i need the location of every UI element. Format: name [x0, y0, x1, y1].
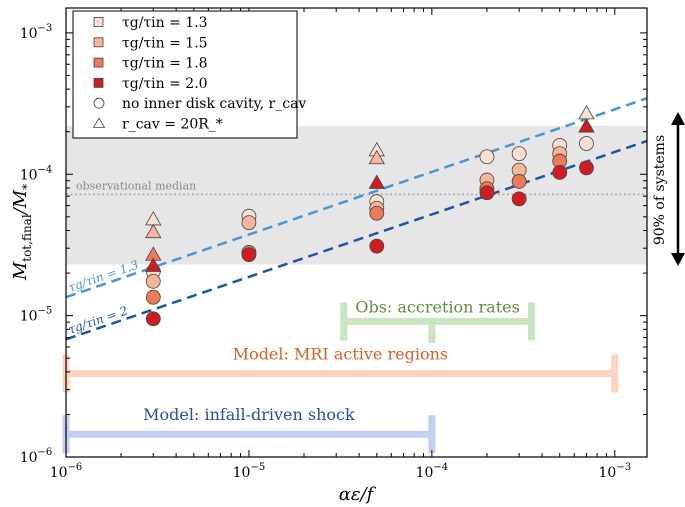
- x-axis-label: αε/f: [339, 484, 377, 505]
- legend-label: no inner disk cavity, r_cav: [122, 96, 306, 112]
- series-1-point-4: [479, 149, 495, 165]
- range-label: Model: infall-driven shock: [143, 405, 355, 424]
- percentile-label: 90% of systems: [652, 135, 668, 245]
- range-2: Model: MRI active regions: [62, 344, 619, 393]
- legend-entry-4: τg/τin = 2.0: [93, 76, 208, 92]
- svg-text:Mtot,final/M*: Mtot,final/M*: [10, 184, 34, 281]
- legend-label: τg/τin = 1.5: [122, 35, 208, 51]
- series-2-point-1: [145, 273, 161, 289]
- series-4-point-3: [369, 238, 385, 254]
- range-1: Obs: accretion rates: [340, 297, 535, 344]
- series-3-point-3: [369, 205, 385, 221]
- y-tick-label-3: 10−4: [20, 164, 53, 183]
- legend-label: τg/τin = 1.8: [122, 56, 208, 72]
- series-4-point-7: [579, 160, 594, 176]
- y-axis-label: Mtot,final/M*: [10, 184, 34, 281]
- legend-entry-6: r_cav = 20R_*: [92, 117, 223, 133]
- series-4-point-5: [511, 191, 527, 207]
- legend-entry-3: τg/τin = 1.8: [93, 56, 208, 72]
- trend-line-2: [66, 139, 647, 341]
- series-4-point-6: [552, 165, 568, 180]
- triangle-point-2: [145, 223, 162, 239]
- x-tick-label-1: 10−6: [50, 462, 83, 481]
- series-3-point-1: [145, 289, 161, 305]
- legend-square-marker: [93, 37, 104, 48]
- legend-entry-5: no inner disk cavity, r_cav: [93, 96, 306, 112]
- trend-lines: [66, 97, 647, 341]
- series-1-point-5: [511, 146, 527, 162]
- series-4-point-1: [145, 311, 161, 327]
- triangle-point-8: [578, 104, 595, 120]
- arrow-up-icon: [671, 112, 685, 125]
- series-4-point-2: [241, 247, 257, 263]
- series-2-point-2: [241, 215, 257, 231]
- x-tick-label-2: 10−5: [233, 462, 266, 481]
- triangle-point-9: [578, 118, 595, 133]
- trend-line-1: [66, 97, 647, 299]
- legend-square-marker: [93, 17, 104, 27]
- legend-circle-marker: [93, 97, 105, 109]
- legend-square-marker: [93, 78, 104, 88]
- data-points: [145, 104, 595, 327]
- observational-median-label: observational median: [76, 179, 196, 192]
- y-tick-label-4: 10−3: [20, 23, 53, 42]
- legend-triangle-marker: [92, 117, 106, 128]
- plot-frame: [65, 7, 648, 458]
- series-1-point-7: [579, 136, 594, 151]
- x-tick-label-3: 10−4: [416, 462, 449, 481]
- arrow-down-icon: [671, 253, 685, 266]
- legend-square-marker: [93, 57, 104, 68]
- series-4-point-4: [479, 185, 495, 201]
- legend-entry-2: τg/τin = 1.5: [93, 35, 208, 51]
- legend-label: τg/τin = 1.3: [122, 15, 208, 31]
- percentile-annotation: 90% of systems: [652, 112, 685, 266]
- y-tick-label-2: 10−5: [20, 306, 53, 325]
- legend: τg/τin = 1.3 τg/τin = 1.5 τg/τin = 1.8 τg/τ…: [72, 10, 306, 139]
- legend-entry-1: τg/τin = 1.3: [93, 15, 208, 31]
- range-3: Model: infall-driven shock: [62, 405, 436, 454]
- y-tick-label-1: 10−6: [20, 447, 53, 466]
- x-tick-label-4: 10−3: [598, 462, 631, 481]
- range-label: Obs: accretion rates: [355, 297, 520, 316]
- svg-text:αε/f: αε/f: [339, 484, 377, 505]
- triangle-point-6: [368, 149, 385, 165]
- range-label: Model: MRI active regions: [233, 344, 448, 363]
- triangle-point-7: [368, 174, 385, 189]
- triangle-point-4: [145, 257, 162, 272]
- legend-label: r_cav = 20R_*: [122, 117, 223, 133]
- series-3-point-5: [511, 174, 527, 189]
- legend-label: τg/τin = 2.0: [122, 76, 208, 92]
- range-bars: Obs: accretion rates Model: MRI active re…: [62, 297, 619, 454]
- legend-box: [72, 10, 298, 139]
